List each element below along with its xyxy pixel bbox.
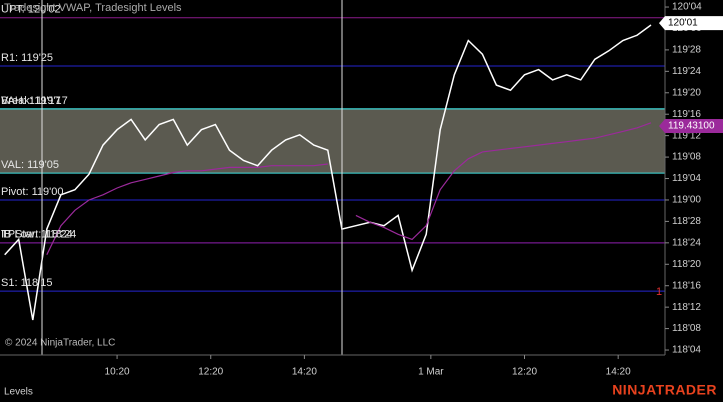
y-tick-label: 120'04 [672,2,702,13]
x-tick-label: 14:20 [606,367,631,378]
y-tick-label: 119'04 [672,173,701,184]
y-tick-label: 118'20 [672,259,701,270]
indicator-title: Tradesight VWAP, Tradesight Levels [4,2,182,14]
y-tick-label: 119'28 [672,45,701,56]
marker: 1 [656,286,662,298]
y-tick-label: 119'00 [672,195,701,206]
price-badge-label: 120'01 [668,18,698,29]
price-badge-label: 119.43100 [668,121,715,132]
plot-area [0,17,665,321]
y-tick-label: 118'16 [672,280,701,291]
y-tick-label: 119'08 [672,152,701,163]
y-tick-label: 118'24 [672,237,701,248]
value-area [0,108,665,174]
level-label: VAH: 119'17 [1,95,61,107]
y-tick-label: 119'24 [672,66,701,77]
level-label: Break: 119'17 [1,95,68,107]
level-label: UPT: 120'02 [1,4,61,16]
x-tick-label: 12:20 [198,367,223,378]
y-tick-label: 119'12 [672,130,701,141]
level-label: IB Low: 118'24 [1,229,73,241]
y-tick-label: 118'12 [672,302,701,313]
price-badge [659,16,723,31]
level-label: TPStart: 118'24 [1,229,76,241]
tab-label[interactable]: Levels [4,387,33,398]
y-tick-label: 119'20 [672,87,701,98]
vwap-line [46,163,328,256]
copyright: © 2024 NinjaTrader, LLC [5,338,115,349]
price-badge [659,119,723,134]
x-tick-label: 1 Mar [418,367,444,378]
brand-logo: NINJATRADER [612,382,717,398]
y-tick-label: 118'08 [672,323,701,334]
level-label: R1: 119'25 [1,52,53,64]
x-tick-label: 10:20 [105,367,130,378]
footer-bar [0,380,723,402]
y-tick-label: 119'16 [672,109,701,120]
y-tick-label: 118'28 [672,216,701,227]
x-tick-label: 12:20 [512,367,537,378]
vwap-line [355,122,652,241]
x-tick-label: 14:20 [292,367,317,378]
level-label: S1: 118'15 [1,277,52,289]
price-line [4,24,652,321]
overlay: 120'04120'00119'28119'24119'20119'16119'… [1,2,723,378]
y-tick-label: 118'04 [672,345,701,356]
level-label: Pivot: 119'00 [1,186,63,198]
level-label: VAL: 119'05 [1,159,59,171]
